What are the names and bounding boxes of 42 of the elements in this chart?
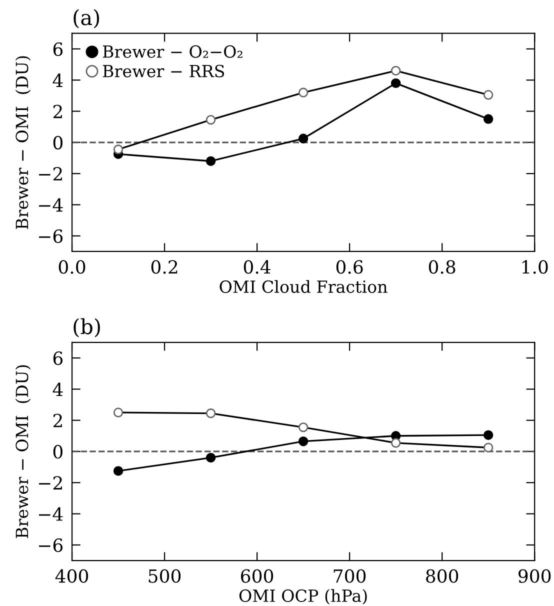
x-tick-label: 500 <box>148 569 181 583</box>
point <box>113 466 124 476</box>
y-axis-title: Brewer − OMI (DU) <box>15 56 31 230</box>
x-tick-label: 600 <box>241 569 274 583</box>
y-tick-label: −6 <box>38 538 63 552</box>
y-tick-label: −2 <box>38 476 62 490</box>
y-tick-label: −4 <box>38 507 63 521</box>
x-tick-label: 1.0 <box>522 260 548 274</box>
y-tick-label: 4 <box>52 74 63 87</box>
point <box>390 78 401 88</box>
y-tick-label: 2 <box>53 414 62 428</box>
y-tick-label: −6 <box>38 229 63 244</box>
x-axis-title: OMI OCP (hPa) <box>239 589 367 604</box>
x-tick-label: 900 <box>518 569 551 583</box>
chart-title: (a) <box>74 9 100 28</box>
y-tick-label: −2 <box>38 167 62 180</box>
x-axis-title: OMI Cloud Fraction <box>220 280 388 293</box>
point <box>483 430 494 440</box>
y-axis-title: Brewer − OMI (DU) <box>15 365 31 538</box>
y-tick-label: 6 <box>53 351 63 366</box>
point <box>298 436 308 446</box>
y-tick-label: 6 <box>53 42 63 56</box>
x-tick-label: 0.4 <box>244 260 271 274</box>
legend-label: Brewer − O₂−O₂ <box>102 45 242 58</box>
x-tick-label: 0.6 <box>336 260 363 274</box>
x-tick-label: 0.8 <box>428 260 456 274</box>
x-tick-label: 400 <box>55 569 88 583</box>
x-tick-label: 800 <box>426 569 458 583</box>
x-tick-label: 0.0 <box>58 260 86 274</box>
legend-label: Brewer − RRS <box>102 64 224 78</box>
y-tick-label: −4 <box>38 198 63 212</box>
point <box>483 114 494 124</box>
x-tick-label: 700 <box>334 569 366 583</box>
point <box>206 452 216 463</box>
chart-title: (b) <box>74 318 100 338</box>
y-tick-label: 0 <box>53 136 62 150</box>
y-tick-label: 0 <box>53 444 62 459</box>
point <box>298 134 308 144</box>
point <box>206 156 216 166</box>
y-tick-label: 4 <box>52 382 63 396</box>
y-tick-label: 2 <box>53 104 62 118</box>
x-tick-label: 0.2 <box>151 260 178 274</box>
